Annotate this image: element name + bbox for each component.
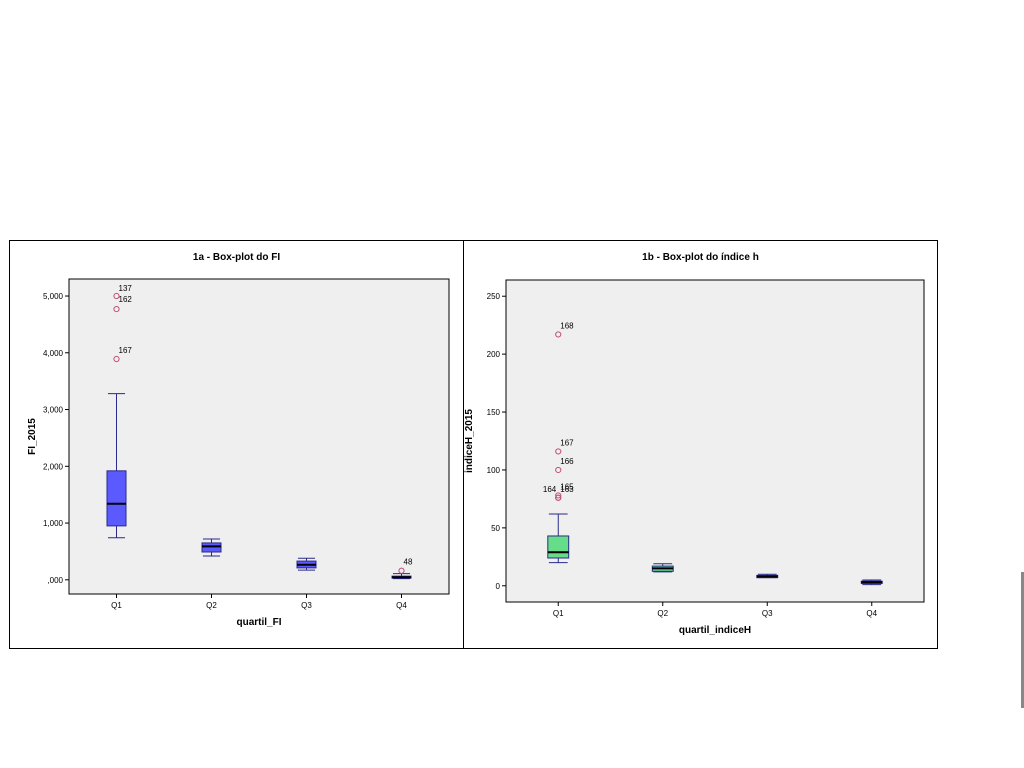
outlier-label: 162	[119, 295, 133, 304]
x-tick-label: Q2	[657, 609, 668, 618]
y-tick-label: 250	[487, 292, 501, 301]
y-tick-label: ,000	[47, 576, 63, 585]
outlier-point	[555, 494, 562, 501]
outlier-label: 163	[560, 485, 574, 494]
y-tick-label: 2,000	[43, 462, 64, 471]
outlier-label: 137	[119, 284, 133, 293]
chart-panel-indice-h: 1b - Box-plot do índice h 0 50 100 150 200 25…	[463, 240, 938, 649]
outlier-point	[113, 355, 120, 363]
box-q1	[106, 470, 127, 527]
plot-area	[505, 279, 925, 603]
outlier-label: 166	[560, 457, 574, 466]
y-tick-label: 1,000	[43, 519, 64, 528]
y-tick-label: 200	[487, 350, 501, 359]
y-tick-label: 4,000	[43, 349, 64, 358]
x-tick-label: Q3	[762, 609, 773, 618]
outlier-label: 164	[543, 485, 557, 494]
x-tick-label: Q1	[111, 601, 122, 610]
x-tick-label: Q1	[553, 609, 564, 618]
outlier-label: 165	[560, 482, 574, 491]
y-tick-label: 0	[496, 582, 501, 591]
y-tick-label: 100	[487, 466, 501, 475]
outlier-point	[555, 331, 562, 338]
x-tick-label: Q4	[866, 609, 877, 618]
y-axis-title: FI_2015	[27, 418, 38, 455]
box-q1	[547, 535, 570, 559]
outlier-point	[113, 305, 120, 313]
scrollbar-edge	[1021, 572, 1024, 708]
x-axis-title: quartil_FI	[236, 617, 281, 628]
outlier-point	[398, 567, 405, 574]
outlier-label: 167	[560, 438, 574, 447]
y-tick-label: 50	[491, 524, 500, 533]
x-tick-label: Q2	[206, 601, 217, 610]
outlier-point	[555, 466, 562, 474]
box-q2	[201, 542, 222, 553]
chart-title: 1b - Box-plot do índice h	[642, 252, 759, 263]
outlier-point	[555, 448, 562, 455]
chart-panel-fi: 1a - Box-plot do FI ,000 1,000 2,000 3,000 4…	[9, 240, 464, 649]
boxplot-indice-h: 0 50 100 150 200 250 Q1 Q2 Q3 Q4 quartil_indiceH in…	[464, 279, 925, 636]
x-axis-title: quartil_indiceH	[679, 625, 751, 636]
x-tick-label: Q3	[301, 601, 312, 610]
outlier-label: 168	[560, 321, 574, 330]
x-tick-label: Q4	[396, 601, 407, 610]
y-tick-label: 3,000	[43, 406, 64, 415]
outlier-point	[113, 292, 120, 300]
boxplot-fi: ,000 1,000 2,000 3,000 4,000 5,000 Q1 Q2 Q3 Q4 qua…	[27, 278, 450, 628]
outlier-label: 48	[404, 558, 413, 567]
y-axis-title: indiceH_2015	[464, 409, 475, 473]
plot-area	[68, 278, 450, 595]
y-tick-label: 150	[487, 408, 501, 417]
chart-title: 1a - Box-plot do FI	[192, 252, 281, 263]
outlier-label: 167	[119, 346, 133, 355]
outlier-point	[555, 492, 562, 499]
y-tick-label: 5,000	[43, 292, 64, 301]
